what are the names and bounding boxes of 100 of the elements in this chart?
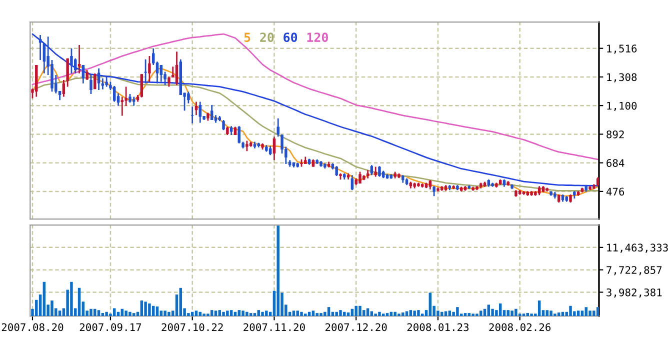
bar — [320, 313, 322, 316]
bar — [78, 288, 81, 316]
bar — [194, 310, 198, 316]
candlestick — [538, 185, 541, 196]
y-tick-label: 1,100 — [607, 102, 637, 112]
bar — [479, 310, 482, 316]
bar — [97, 310, 100, 316]
bar — [350, 308, 354, 316]
bar — [538, 300, 541, 316]
bar — [584, 307, 588, 316]
candlestick — [90, 74, 92, 95]
bar — [152, 306, 155, 316]
candlestick — [428, 179, 432, 190]
candlestick — [148, 55, 151, 82]
bar — [346, 312, 350, 316]
candlestick — [432, 185, 436, 197]
bar — [592, 310, 596, 316]
bar — [394, 312, 396, 316]
bar — [202, 314, 206, 316]
bar — [253, 313, 256, 316]
text: 60 — [284, 32, 298, 42]
candlestick — [222, 119, 225, 131]
bar — [464, 313, 467, 316]
bar — [120, 308, 124, 316]
bar — [148, 303, 151, 316]
bar — [179, 288, 182, 316]
candlestick — [370, 164, 374, 176]
line-series — [32, 33, 599, 160]
bar — [487, 304, 490, 316]
bar — [160, 310, 163, 316]
bar — [101, 313, 104, 316]
candlestick — [335, 165, 338, 177]
y-tick-label: 684 — [606, 159, 624, 167]
bar — [242, 310, 244, 316]
bar — [576, 310, 580, 316]
bar — [510, 310, 514, 316]
bar — [94, 308, 96, 316]
bar — [358, 306, 362, 316]
candlestick — [97, 68, 100, 91]
bar — [402, 312, 404, 316]
bar — [132, 313, 136, 316]
candlestick — [198, 101, 202, 124]
bar — [312, 310, 315, 316]
bar — [124, 310, 128, 316]
bar — [417, 310, 420, 316]
candlestick — [120, 96, 124, 116]
bar — [210, 310, 214, 316]
bar — [339, 310, 342, 316]
candlestick — [272, 136, 276, 161]
x-tick-label: 2007.11.20 — [244, 323, 305, 332]
bar — [105, 312, 108, 316]
bar — [386, 313, 389, 316]
text: 120 — [307, 32, 328, 42]
bar — [491, 308, 494, 316]
x-tick-label: 2007.09.17 — [80, 323, 142, 332]
bar — [230, 310, 233, 316]
bar — [554, 314, 556, 316]
bar — [456, 307, 459, 316]
candlestick — [101, 78, 104, 90]
candlestick — [70, 48, 73, 74]
bar — [144, 302, 147, 316]
bar — [140, 300, 144, 316]
x-tick-label: 2008.01.23 — [407, 323, 469, 332]
bar — [90, 308, 92, 316]
bar — [327, 307, 330, 316]
x-tick-label: 2007.12.20 — [326, 323, 387, 332]
y-tick-label: 1,308 — [607, 73, 637, 82]
bar — [362, 310, 366, 316]
bar — [300, 312, 303, 316]
bar — [246, 312, 248, 316]
bar — [448, 310, 452, 316]
y-tick-label: 11,463,333 — [607, 244, 668, 253]
y-tick-label: 1,516 — [607, 44, 637, 54]
candlestick — [144, 58, 147, 84]
bar — [409, 310, 412, 316]
candlestick — [187, 90, 190, 104]
y-tick-label: 3,982,381 — [606, 288, 662, 298]
candlestick — [74, 58, 77, 74]
bar — [483, 308, 486, 316]
bar — [222, 312, 225, 316]
candlestick — [171, 66, 174, 78]
bar — [42, 282, 46, 316]
bar — [206, 314, 210, 316]
bar — [50, 300, 54, 316]
bar — [476, 314, 478, 316]
bar — [70, 282, 73, 316]
candlestick — [94, 72, 96, 90]
text: 5 — [244, 32, 250, 42]
bar — [265, 310, 268, 316]
bar — [546, 310, 548, 316]
bar — [343, 312, 346, 316]
x-tick-label: 2007.08.20 — [2, 323, 64, 332]
bar — [550, 310, 552, 316]
y-tick-label: 892 — [606, 130, 624, 138]
candlestick — [210, 104, 214, 121]
bar — [58, 310, 62, 316]
candlestick — [160, 64, 163, 82]
bar — [398, 314, 400, 316]
candlestick — [168, 76, 170, 88]
text: 20 — [260, 32, 274, 42]
